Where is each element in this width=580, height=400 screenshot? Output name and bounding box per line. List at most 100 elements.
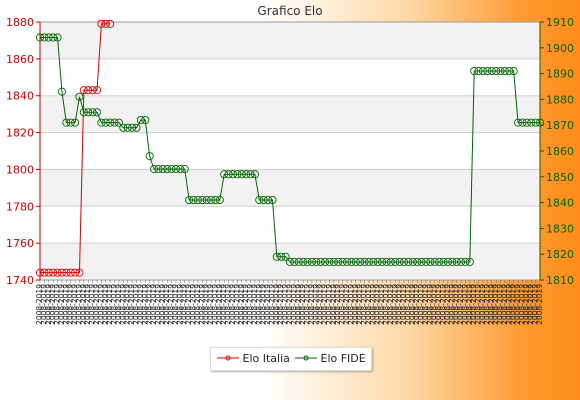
x-axis-tick-label: 2008-2019 (70, 284, 79, 325)
legend-label-elo-italia: Elo Italia (242, 352, 290, 365)
series-point-1 (84, 108, 93, 117)
series-point-1 (474, 66, 483, 76)
series-point-0 (49, 268, 58, 277)
series-line-1 (40, 36, 540, 263)
right-axis-tick-label: 1820 (546, 248, 574, 261)
x-axis-tick-label: 2008-2019 (430, 284, 439, 325)
series-point-0 (44, 268, 53, 277)
x-axis-tick-label: 2008-2019 (417, 284, 426, 325)
left-axis-tick-label: 1860 (6, 53, 34, 66)
series-point-1 (281, 252, 290, 261)
x-axis-tick-label: 2008-2019 (131, 284, 140, 325)
series-point-1 (321, 257, 330, 266)
x-axis-tick-label: 2008-2019 (123, 284, 132, 325)
x-axis-tick-label: 2008-2019 (259, 284, 268, 325)
x-axis-tick-label: 2008-2019 (509, 284, 518, 325)
series-point-1 (228, 170, 238, 179)
series-point-1 (312, 257, 321, 266)
x-axis-tick-label: 2008-2019 (504, 284, 513, 325)
series-point-0 (88, 86, 97, 95)
series-point-1 (259, 195, 268, 205)
series-point-0 (40, 268, 49, 277)
series-point-1 (294, 257, 303, 266)
x-axis-tick-label: 2008-2019 (399, 284, 408, 325)
x-axis-tick-label: 2008-2019 (118, 284, 127, 325)
x-axis-tick-label: 2008-2019 (263, 284, 272, 325)
x-axis-tick-label: 2008-2019 (425, 284, 434, 325)
x-axis-tick-label: 2008-2019 (289, 284, 298, 325)
x-axis-tick-label: 2008-2019 (237, 284, 246, 325)
x-axis-tick-label: 2008-2019 (153, 284, 162, 325)
series-point-1 (71, 118, 80, 127)
series-point-1 (163, 165, 172, 174)
series-point-0 (35, 268, 45, 277)
series-point-1 (101, 118, 110, 127)
right-axis-tick-label: 1910 (546, 16, 574, 29)
series-point-1 (171, 165, 181, 174)
series-point-1 (215, 195, 224, 205)
x-axis-tick-label: 2008-2019 (83, 284, 92, 325)
x-axis-tick-label: 2008-2019 (140, 284, 149, 325)
x-axis-tick-label: 2008-2019 (241, 284, 250, 325)
series-point-0 (79, 86, 88, 95)
series-point-1 (527, 118, 536, 127)
x-axis-tick-label: 2008-2019 (167, 284, 176, 325)
series-line-0 (40, 23, 111, 274)
series-point-1 (149, 165, 159, 174)
series-point-1 (426, 257, 435, 266)
series-point-1 (435, 257, 444, 266)
right-axis-tick-label: 1870 (546, 119, 574, 132)
x-axis-tick-label: 2008-2019 (145, 284, 154, 325)
x-axis-tick-label: 2008-2019 (175, 284, 184, 325)
x-axis-tick-label: 2008-2019 (79, 284, 88, 325)
series-point-1 (408, 257, 417, 266)
series-point-1 (198, 195, 207, 205)
x-axis-tick-label: 2008-2019 (158, 284, 167, 325)
right-axis-tick-label: 1810 (546, 274, 574, 287)
series-point-1 (180, 165, 189, 174)
x-axis-tick-label: 2008-2019 (202, 284, 211, 325)
x-axis-tick-label: 2008-2019 (408, 284, 417, 325)
series-point-1 (452, 257, 461, 266)
series-point-1 (421, 257, 431, 266)
series-point-1 (518, 118, 527, 127)
series-point-1 (373, 257, 382, 266)
x-axis-tick-label: 2008-2019 (303, 284, 312, 325)
series-point-1 (404, 257, 413, 266)
x-axis-tick-label: 2008-2019 (324, 284, 333, 325)
series-point-1 (307, 257, 316, 266)
series-point-1 (478, 66, 488, 76)
x-axis-tick-label: 2008-2019 (281, 284, 290, 325)
chart-title: Grafico Elo (257, 4, 323, 18)
x-axis-tick-label: 2008-2019 (456, 284, 465, 325)
series-point-1 (378, 257, 387, 266)
legend-item-elo-italia: Elo Italia (217, 352, 290, 365)
series-point-1 (325, 257, 334, 266)
series-point-1 (119, 123, 128, 132)
series-point-1 (242, 170, 251, 179)
x-axis-tick-label: 2008-2019 (105, 284, 114, 325)
series-point-1 (505, 66, 514, 76)
x-axis-tick-label: 2008-2019 (403, 284, 412, 325)
series-point-1 (114, 118, 123, 127)
x-axis-tick-label: 2008-2019 (434, 284, 443, 325)
series-point-1 (382, 257, 391, 266)
right-axis-tick-label: 1890 (546, 68, 574, 81)
series-point-1 (413, 257, 422, 266)
x-axis-tick-label: 2008-2019 (395, 284, 404, 325)
series-point-1 (220, 170, 229, 179)
plot-area (40, 22, 540, 280)
x-axis-tick-label: 2008-2019 (421, 284, 430, 325)
series-point-1 (136, 115, 145, 125)
series-point-1 (75, 92, 84, 101)
series-point-1 (53, 33, 62, 42)
series-point-1 (531, 118, 540, 127)
series-point-1 (246, 170, 255, 179)
x-axis-tick-label: 2008-2019 (171, 284, 180, 325)
x-axis-tick-label: 2008-2019 (254, 284, 263, 325)
right-axis-tick-label: 1880 (546, 93, 574, 106)
x-axis-tick-label: 2008-2019 (66, 284, 75, 325)
series-point-1 (277, 252, 286, 261)
series-point-1 (49, 33, 58, 42)
series-point-1 (356, 257, 365, 266)
